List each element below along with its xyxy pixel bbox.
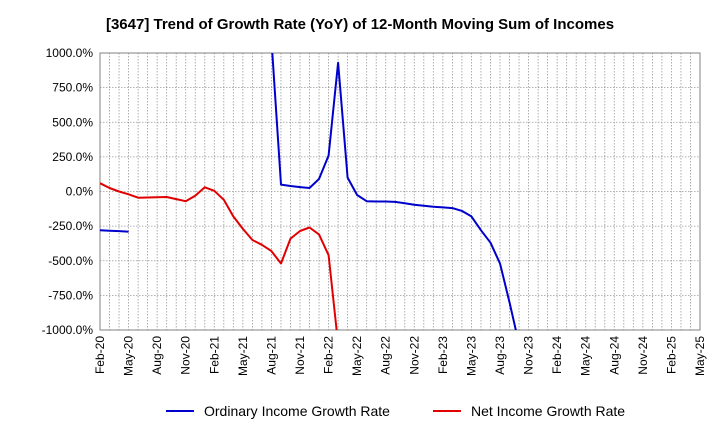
legend-label-ordinary-income: Ordinary Income Growth Rate <box>204 403 390 419</box>
legend-item-net-income: Net Income Growth Rate <box>433 403 625 419</box>
x-tick-label: Nov-22 <box>407 336 421 375</box>
x-tick-label: Nov-20 <box>179 336 193 375</box>
x-tick-label: May-21 <box>236 336 250 376</box>
legend-item-ordinary-income: Ordinary Income Growth Rate <box>166 403 390 419</box>
legend-swatch-net-income <box>433 410 461 412</box>
net-income-line <box>100 182 338 330</box>
y-tick-label: 750.0% <box>52 81 93 95</box>
y-tick-label: -250.0% <box>48 219 93 233</box>
x-tick-label: May-22 <box>350 336 364 376</box>
y-tick-label: 250.0% <box>52 150 93 164</box>
x-tick-label: Aug-22 <box>379 336 393 375</box>
x-tick-label: Nov-23 <box>522 336 536 375</box>
x-tick-label: Aug-21 <box>264 336 278 375</box>
y-tick-label: 500.0% <box>52 115 93 129</box>
x-tick-label: Feb-25 <box>664 336 678 374</box>
legend: Ordinary Income Growth Rate Net Income G… <box>0 403 720 425</box>
plot-frame <box>99 52 701 331</box>
x-tick-label: Feb-23 <box>436 336 450 374</box>
x-tick-label: Aug-23 <box>493 336 507 375</box>
y-tick-label: -500.0% <box>48 254 93 268</box>
y-tick-label: -750.0% <box>48 288 93 302</box>
x-tick-label: May-23 <box>464 336 478 376</box>
y-tick-label: 0.0% <box>66 185 94 199</box>
x-tick-label: May-25 <box>693 336 707 376</box>
x-tick-label: May-20 <box>122 336 136 376</box>
y-tick-label: 1000.0% <box>46 46 94 60</box>
ordinary-income-line <box>100 229 129 233</box>
x-tick-label: Nov-21 <box>293 336 307 375</box>
legend-swatch-ordinary-income <box>166 410 194 412</box>
x-tick-label: May-24 <box>579 336 593 376</box>
ordinary-income-line <box>271 53 517 330</box>
x-tick-label: Feb-21 <box>207 336 221 374</box>
chart-title: [3647] Trend of Growth Rate (YoY) of 12-… <box>105 16 615 33</box>
x-tick-label: Aug-20 <box>150 336 164 375</box>
x-tick-label: Feb-22 <box>322 336 336 374</box>
legend-label-net-income: Net Income Growth Rate <box>471 403 626 419</box>
x-tick-label: Nov-24 <box>636 336 650 375</box>
x-tick-label: Aug-24 <box>607 336 621 375</box>
x-tick-label: Feb-20 <box>93 336 107 374</box>
x-tick-label: Feb-24 <box>550 336 564 374</box>
y-tick-label: -1000.0% <box>42 323 94 337</box>
